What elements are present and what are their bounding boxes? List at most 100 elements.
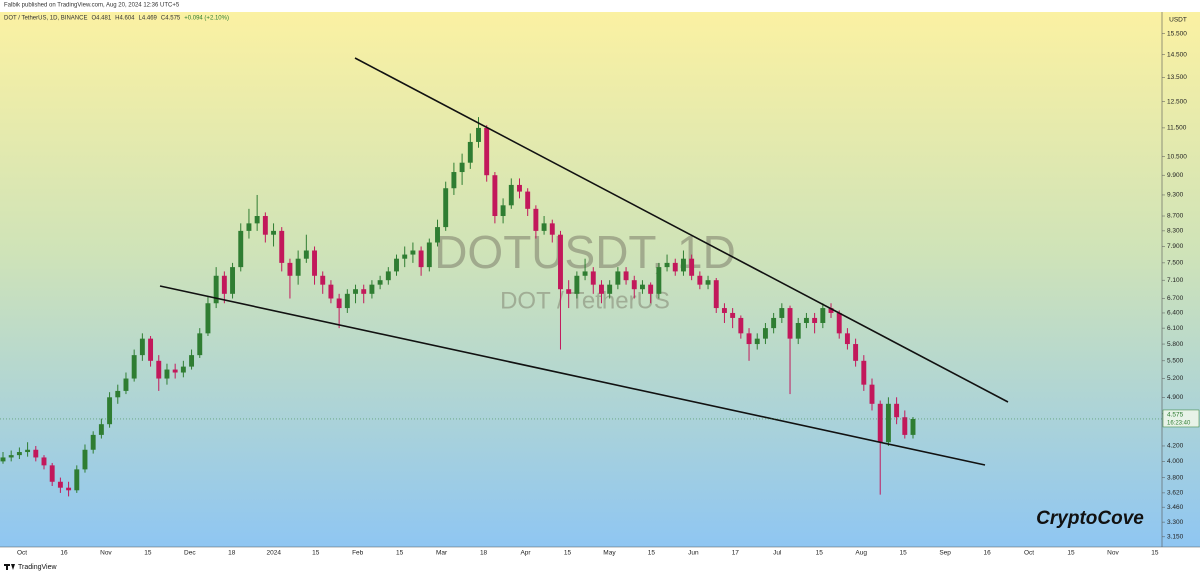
symbol-info-item: DOT / TetherUS, 1D, BINANCE [4,16,87,22]
y-unit: USDT [1169,17,1187,24]
candle-body [385,271,391,281]
x-tick-label: 15 [144,550,152,557]
candle-body [574,275,580,294]
candle-body [443,188,449,228]
y-tick-label: 5.800 [1167,341,1184,348]
candle-body [205,303,211,334]
y-tick-label: 3.800 [1167,474,1184,481]
candle-body [730,312,736,318]
candle-body [115,390,121,398]
y-tick-label: 8.700 [1167,213,1184,220]
y-tick-label: 3.300 [1167,519,1184,526]
header: Falbik published on TradingView.com, Aug… [4,3,180,9]
x-tick-label: 15 [900,550,908,557]
y-tick-label: 3.150 [1167,534,1184,541]
candle-body [484,127,490,176]
candle-body [492,175,498,217]
candle-body [803,317,809,323]
candle-body [754,338,760,345]
x-tick-label: 15 [396,550,404,557]
candle-body [738,317,744,334]
candle-body [812,317,818,323]
symbol-info-item: +0.094 (+2.10%) [184,16,229,22]
candle-body [836,312,842,334]
candle-body [353,289,358,294]
candle-body [648,284,654,294]
x-tick-label: 15 [648,550,656,557]
candle-body [861,360,867,385]
y-tick-label: 5.200 [1167,375,1184,382]
candle-body [525,191,531,209]
candle-body [656,267,662,294]
candle-body [90,434,96,450]
candle-body [107,397,113,425]
candle-body [197,333,203,356]
candle-body [705,280,711,285]
candle-body [590,271,596,285]
candle-body [213,275,219,304]
y-tick-label: 11.500 [1167,125,1187,132]
candle-body [631,280,637,290]
candle-body [500,205,506,217]
candle-body [566,289,572,294]
y-tick-label: 13.500 [1167,74,1187,81]
candle-body [426,242,432,268]
candle-body [16,452,22,456]
x-tick-label: 16 [60,550,68,557]
y-tick-label: 6.400 [1167,310,1184,317]
candle-body [312,250,317,276]
footer-bar [0,560,1200,573]
symbol-info-item: O4.481 [91,16,111,22]
candle-body [156,360,162,379]
x-tick-label: 18 [228,550,236,557]
candle-body [238,230,244,268]
candle-body [828,308,834,313]
candle-body [189,355,195,367]
x-tick-label: 17 [732,550,740,557]
candle-body [131,355,137,379]
candle-body [303,250,309,259]
x-tick-label: Aug [855,550,867,557]
x-tick-label: Nov [100,550,112,557]
x-tick-label: 2024 [267,550,282,557]
candle-body [402,254,408,259]
y-tick-label: 6.100 [1167,325,1184,332]
candle-body [541,223,547,231]
candle-body [689,258,695,276]
candle-body [476,127,481,142]
x-tick-label: Oct [17,550,27,557]
candle-body [467,141,473,163]
x-tick-label: Sep [939,550,951,557]
candle-body [844,333,850,345]
candle-body [672,262,678,272]
y-tick-label: 6.700 [1167,295,1184,302]
candle-body [697,275,703,285]
x-tick-label: Feb [352,550,364,557]
candle-body [82,449,88,470]
candle-body [746,333,752,345]
candle-body [361,289,367,294]
y-tick-label: 14.500 [1167,51,1187,58]
last-price-label: 4.575 [1167,412,1184,419]
candle-body [33,449,39,458]
candle-body [377,280,383,285]
y-tick-label: 8.300 [1167,228,1184,235]
candle-body [623,271,629,281]
y-tick-label: 3.460 [1167,504,1184,511]
candle-body [680,258,686,272]
candle-body [721,308,727,313]
candle-body [287,262,293,276]
x-tick-label: 15 [1151,550,1159,557]
trendline [159,285,986,466]
x-tick-label: 16 [983,550,991,557]
candle-body [795,322,801,339]
candle-body [558,234,563,290]
candle-body [451,172,457,189]
x-tick-label: Jun [688,550,699,557]
candle-body [762,328,768,339]
x-tick-label: 18 [480,550,488,557]
candle-body [713,280,719,309]
candle-body [877,403,883,443]
candle-body [0,457,6,462]
